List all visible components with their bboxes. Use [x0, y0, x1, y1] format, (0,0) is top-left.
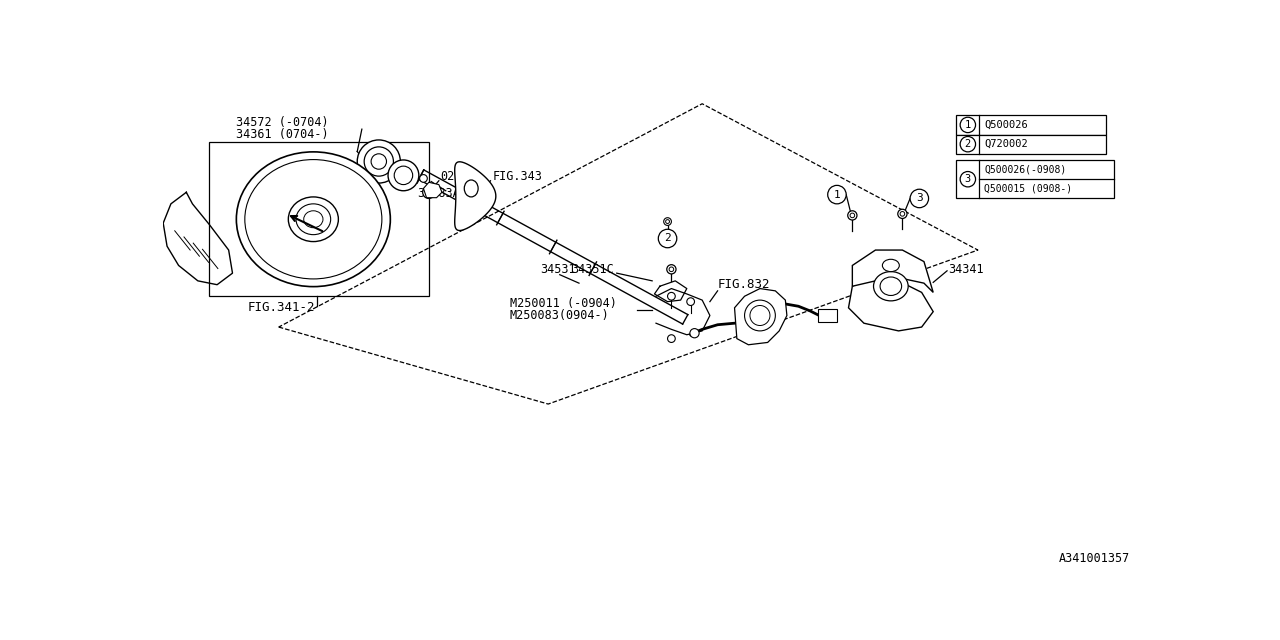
Polygon shape — [849, 277, 933, 331]
Circle shape — [420, 175, 428, 182]
Text: FIG.343: FIG.343 — [493, 170, 543, 184]
Ellipse shape — [303, 211, 323, 228]
Text: FIG.832: FIG.832 — [718, 278, 771, 291]
Circle shape — [847, 211, 858, 220]
Circle shape — [422, 186, 435, 198]
Circle shape — [690, 328, 699, 338]
Text: 34572 (-0704): 34572 (-0704) — [237, 116, 329, 129]
Circle shape — [426, 189, 431, 195]
Ellipse shape — [465, 180, 479, 197]
Ellipse shape — [288, 197, 338, 241]
Text: FRONT: FRONT — [317, 232, 355, 245]
Text: FIG.341-2: FIG.341-2 — [248, 301, 315, 314]
Circle shape — [745, 300, 776, 331]
Text: Q720002: Q720002 — [984, 139, 1028, 149]
Circle shape — [394, 166, 412, 184]
Circle shape — [960, 172, 975, 187]
Bar — [210, 142, 429, 296]
Ellipse shape — [296, 204, 330, 235]
Text: 34361 (0704-): 34361 (0704-) — [237, 128, 329, 141]
Polygon shape — [852, 250, 933, 292]
Text: 34383A: 34383A — [417, 188, 460, 200]
Bar — [956, 160, 1114, 198]
Circle shape — [667, 265, 676, 274]
Text: 2: 2 — [965, 139, 972, 149]
Circle shape — [666, 220, 669, 223]
Text: 34531: 34531 — [540, 263, 576, 276]
Circle shape — [669, 267, 673, 271]
Circle shape — [687, 298, 695, 305]
Text: M250011 (-0904): M250011 (-0904) — [509, 298, 617, 310]
Circle shape — [357, 140, 401, 183]
Circle shape — [828, 186, 846, 204]
Circle shape — [388, 160, 419, 191]
Text: 3: 3 — [965, 174, 972, 184]
Text: Q500015 (0908-): Q500015 (0908-) — [984, 184, 1073, 194]
Circle shape — [668, 292, 676, 300]
Text: A341001357: A341001357 — [1059, 552, 1129, 564]
Text: 1: 1 — [833, 189, 841, 200]
Text: 1: 1 — [965, 120, 972, 130]
Circle shape — [960, 136, 975, 152]
Circle shape — [658, 229, 677, 248]
Circle shape — [960, 117, 975, 132]
Circle shape — [900, 212, 905, 216]
Text: Q500026(-0908): Q500026(-0908) — [984, 164, 1066, 175]
Circle shape — [750, 305, 771, 326]
Bar — [956, 134, 1106, 154]
Ellipse shape — [882, 259, 900, 271]
Text: 34351C: 34351C — [571, 263, 614, 276]
Circle shape — [664, 218, 672, 225]
Circle shape — [850, 213, 855, 218]
Ellipse shape — [244, 159, 381, 279]
Polygon shape — [454, 162, 495, 230]
Polygon shape — [424, 182, 442, 198]
Text: M250083(0904-): M250083(0904-) — [509, 309, 609, 322]
Bar — [818, 309, 837, 322]
Text: 3: 3 — [916, 193, 923, 204]
Circle shape — [365, 147, 393, 176]
Text: 0238S: 0238S — [440, 170, 476, 184]
Text: Q500026: Q500026 — [984, 120, 1028, 130]
Circle shape — [371, 154, 387, 169]
Ellipse shape — [237, 152, 390, 287]
Circle shape — [668, 335, 676, 342]
Text: 34341: 34341 — [948, 263, 984, 276]
Circle shape — [910, 189, 928, 208]
Polygon shape — [735, 289, 787, 345]
Ellipse shape — [873, 271, 909, 301]
Ellipse shape — [881, 277, 901, 296]
Bar — [956, 115, 1106, 134]
Text: 2: 2 — [664, 234, 671, 243]
Circle shape — [897, 209, 908, 218]
